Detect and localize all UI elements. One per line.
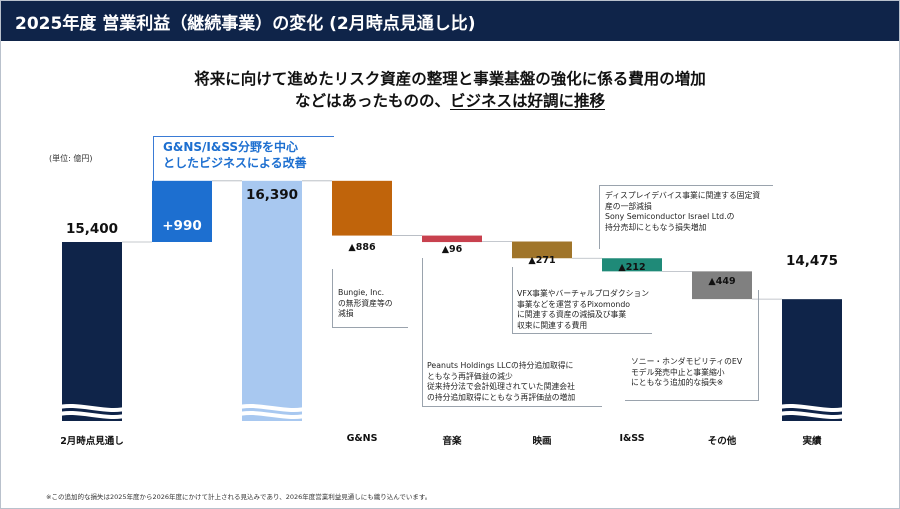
bar-subtotal	[242, 180, 302, 421]
unit-label: (単位: 億円)	[49, 154, 93, 163]
note-iss: ディスプレイデバイス事業に関連する固定資 産の一部減損 Sony Semicon…	[605, 191, 760, 233]
note-gns-line: 減損	[338, 309, 354, 318]
value-label-increase: +990	[162, 218, 202, 234]
page-title: 2025年度 営業利益（継続事業）の変化 (2月時点見通し比)	[15, 14, 476, 34]
note-movie-line: 事業などを運営するPixomondo	[517, 299, 631, 309]
axis-break-mark	[775, 403, 849, 413]
header-bar: 2025年度 営業利益（継続事業）の変化 (2月時点見通し比)	[1, 1, 899, 41]
callout-text: G&NS/I&SS分野を中心 としたビジネスによる改善	[163, 139, 307, 171]
bar-music	[422, 235, 482, 243]
note-other-line: モデル発売中止と事業縮小	[631, 367, 725, 377]
bar-other	[692, 271, 752, 300]
value-label-music: ▲96	[441, 244, 463, 255]
category-label-gns: G&NS	[346, 433, 378, 444]
value-label-iss: ▲212	[618, 262, 646, 273]
headline-line-1: 将来に向けて進めたリスク資産の整理と事業基盤の強化に係る費用の増加	[194, 70, 706, 88]
note-iss-line: 産の一部減損	[605, 201, 652, 211]
category-label-other: その他	[707, 436, 737, 447]
axis-break-mark	[55, 410, 129, 420]
note-bracket-gns-bottom	[332, 327, 408, 328]
value-label-actual: 14,475	[785, 253, 839, 269]
bar-iss	[602, 258, 662, 272]
note-music-line: 従来持分法で会計処理されていた関連会社	[427, 382, 575, 391]
note-bracket-music	[422, 258, 423, 406]
note-music-line: Peanuts Holdings LLCの持分追加取得に	[427, 361, 574, 370]
axis-break-mark	[235, 410, 309, 420]
note-iss-line: Sony Semiconductor Israel Ltd.の	[605, 212, 735, 221]
callout-line-2: としたビジネスによる改善	[163, 156, 307, 170]
footnote: ※この追加的な損失は2025年度から2026年度にかけて計上される見込みであり、…	[46, 493, 432, 501]
headline-line-2: などはあったものの、ビジネスは好調に推移	[1, 89, 899, 111]
category-label-actual: 実績	[802, 436, 822, 447]
note-movie-line: VFX事業やバーチャルプロダクション	[517, 289, 650, 298]
note-bracket-gns	[332, 269, 333, 327]
callout-line-1: G&NS/I&SS分野を中心	[163, 140, 299, 154]
note-other-line: にともなう追加的な損失※	[631, 378, 724, 387]
category-label-forecast: 2月時点見通し	[60, 436, 124, 447]
value-label-forecast: 15,400	[65, 221, 119, 237]
note-movie: VFX事業やバーチャルプロダクション 事業などを運営するPixomondo に関…	[517, 289, 649, 331]
value-label-gns: ▲886	[348, 242, 376, 253]
note-other: ソニー・ホンダモビリティのEV モデル発売中止と事業縮小 にともなう追加的な損失…	[631, 357, 742, 389]
note-movie-line: 収束に関連する費用	[517, 320, 588, 330]
note-other-line: ソニー・ホンダモビリティのEV	[631, 357, 743, 366]
note-gns-line: Bungie, Inc.	[338, 288, 385, 297]
callout-bracket	[153, 136, 334, 181]
value-label-other: ▲449	[708, 276, 736, 287]
category-label-iss: I&SS	[619, 433, 645, 444]
note-bracket-other	[758, 290, 759, 400]
note-bracket-iss	[599, 185, 600, 249]
category-label-music: 音楽	[442, 436, 462, 447]
note-music-line: ともなう再評価益の減少	[427, 371, 513, 381]
note-iss-line: 持分売却にともなう損失増加	[605, 222, 707, 232]
note-music-line: の持分追加取得にともなう再評価益の増加	[427, 392, 576, 402]
note-bracket-movie-bottom	[512, 333, 652, 334]
note-bracket-movie	[512, 267, 513, 333]
bar-actual	[782, 299, 842, 421]
note-gns-line: の無形資産等の	[338, 298, 393, 308]
axis-break-mark	[235, 403, 309, 413]
bar-forecast	[62, 242, 122, 421]
note-iss-line: ディスプレイデバイス事業に関連する固定資	[605, 191, 761, 200]
axis-break-mark	[775, 410, 849, 420]
note-music: Peanuts Holdings LLCの持分追加取得に ともなう再評価益の減少…	[427, 361, 575, 403]
note-movie-line: に関連する資産の減損及び事業	[517, 310, 627, 319]
value-label-subtotal: 16,390	[245, 187, 299, 203]
headline-prefix: などはあったものの、	[294, 92, 450, 110]
note-bracket-other-bottom	[625, 400, 759, 401]
note-gns: Bungie, Inc. の無形資産等の 減損	[338, 288, 393, 320]
bar-gns	[332, 180, 392, 236]
note-bracket-music-bottom	[422, 406, 602, 407]
axis-break-mark	[55, 403, 129, 413]
headline-emphasis: ビジネスは好調に推移	[450, 92, 606, 110]
bar-increase	[152, 180, 212, 242]
note-bracket-iss-top	[599, 185, 773, 186]
bar-movie	[512, 241, 572, 259]
value-label-movie: ▲271	[528, 255, 556, 266]
category-label-movie: 映画	[532, 436, 552, 447]
